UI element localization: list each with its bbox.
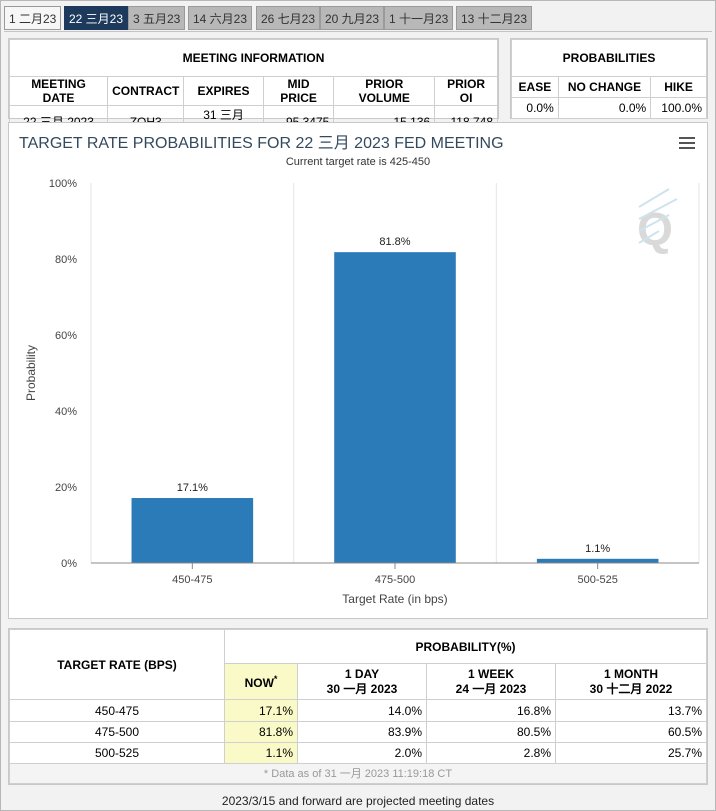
y-tick-label: 80% xyxy=(55,254,77,266)
col-hike: HIKE xyxy=(650,76,707,98)
hamburger-menu-icon[interactable] xyxy=(679,137,695,151)
tab-2[interactable]: 22 三月23 xyxy=(64,6,129,30)
no-change-value: 0.0% xyxy=(557,97,652,119)
week-cell: 2.8% xyxy=(426,741,556,764)
probability-header: PROBABILITY(%) xyxy=(224,628,707,665)
x-axis-title: Target Rate (in bps) xyxy=(342,592,447,606)
tab-3[interactable]: 3 五月23 xyxy=(128,6,186,30)
y-tick-label: 40% xyxy=(55,406,77,418)
col-meeting-date: MEETING DATE xyxy=(8,76,109,106)
target-rate-header: TARGET RATE (BPS) xyxy=(9,628,225,701)
one-week-header: 1 WEEK 24 一月 2023 xyxy=(426,663,556,701)
meeting-info-title: MEETING INFORMATION xyxy=(9,39,498,77)
col-prior-volume: PRIOR VOLUME xyxy=(333,76,436,106)
week-cell: 80.5% xyxy=(426,720,556,743)
y-tick-label: 100% xyxy=(49,178,77,190)
now-header: NOW* xyxy=(224,663,298,701)
tab-6[interactable]: 20 九月23 xyxy=(320,6,385,30)
x-tick-label: 475-500 xyxy=(375,574,415,586)
col-prior-oi: PRIOR OI xyxy=(434,76,498,106)
y-axis-title: Probability xyxy=(24,345,38,401)
now-cell: 81.8% xyxy=(224,720,298,743)
chart-panel: TARGET RATE PROBABILITIES FOR 22 三月 2023… xyxy=(8,122,708,619)
tab-5[interactable]: 26 七月23 xyxy=(256,6,321,30)
hike-value: 100.0% xyxy=(650,97,707,119)
chart-subtitle: Current target rate is 425-450 xyxy=(285,156,431,168)
one-day-header: 1 DAY 30 一月 2023 xyxy=(297,663,427,701)
meeting-info-panel: MEETING INFORMATION MEETING DATE CONTRAC… xyxy=(8,38,499,138)
rate-cell: 450-475 xyxy=(9,699,225,722)
probabilities-title: PROBABILITIES xyxy=(511,39,707,77)
bar xyxy=(334,252,456,563)
day-cell: 2.0% xyxy=(297,741,427,764)
quikstrike-logo-icon: Q xyxy=(637,188,678,255)
tab-4[interactable]: 14 六月23 xyxy=(188,6,253,30)
col-expires: EXPIRES xyxy=(183,76,264,106)
col-contract: CONTRACT xyxy=(107,76,185,106)
now-cell: 17.1% xyxy=(224,699,298,722)
x-tick-label: 450-475 xyxy=(172,574,212,586)
tab-8[interactable]: 13 十二月23 xyxy=(456,6,533,30)
y-tick-label: 60% xyxy=(55,330,77,342)
tab-7[interactable]: 1 十一月23 xyxy=(384,6,454,30)
x-tick-label: 500-525 xyxy=(577,574,617,586)
chart-title: TARGET RATE PROBABILITIES FOR 22 三月 2023… xyxy=(19,135,504,152)
tab-1[interactable]: 1 二月23 xyxy=(4,6,62,30)
y-tick-label: 20% xyxy=(55,482,77,494)
data-label: 81.8% xyxy=(379,236,410,248)
tab-divider xyxy=(4,31,712,32)
probability-history-panel: TARGET RATE (BPS) PROBABILITY(%) NOW* 1 … xyxy=(8,628,708,785)
now-cell: 1.1% xyxy=(224,741,298,764)
table-row: 500-525 1.1% 2.0% 2.8% 25.7% xyxy=(9,741,707,764)
bar xyxy=(131,498,254,563)
bar-chart: Q 17.1% 81.8% 1.1% 0% 20% 40% 60% 80% 100% 450-4… xyxy=(24,178,700,606)
data-label: 1.1% xyxy=(585,543,610,555)
data-label: 17.1% xyxy=(177,482,208,494)
week-cell: 16.8% xyxy=(426,699,556,722)
y-tick-label: 0% xyxy=(61,558,77,570)
month-cell: 13.7% xyxy=(555,699,707,722)
probabilities-panel: PROBABILITIES EASE NO CHANGE HIKE 0.0% 0… xyxy=(510,38,708,119)
col-no-change: NO CHANGE xyxy=(557,76,652,98)
month-cell: 60.5% xyxy=(555,720,707,743)
rate-cell: 500-525 xyxy=(9,741,225,764)
col-ease: EASE xyxy=(511,76,559,98)
projected-dates-footnote: 2023/3/15 and forward are projected meet… xyxy=(221,794,495,808)
col-mid-price: MID PRICE xyxy=(262,76,335,106)
rate-cell: 475-500 xyxy=(9,720,225,743)
data-as-of-note: * Data as of 31 一月 2023 11:19:18 CT xyxy=(9,762,707,785)
month-cell: 25.7% xyxy=(555,741,707,764)
day-cell: 14.0% xyxy=(297,699,427,722)
ease-value: 0.0% xyxy=(511,97,559,119)
one-month-header: 1 MONTH 30 十二月 2022 xyxy=(555,663,707,701)
table-row: 475-500 81.8% 83.9% 80.5% 60.5% xyxy=(9,720,707,743)
bar xyxy=(536,558,659,563)
day-cell: 83.9% xyxy=(297,720,427,743)
table-row: 450-475 17.1% 14.0% 16.8% 13.7% xyxy=(9,699,707,722)
